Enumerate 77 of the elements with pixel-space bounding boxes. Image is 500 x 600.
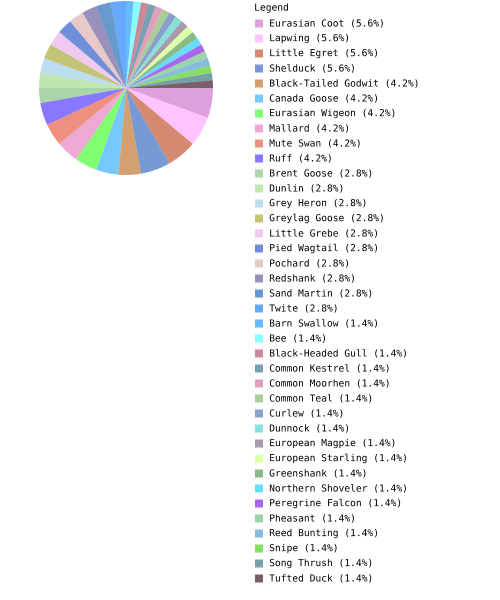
data-label: (5.6%) bbox=[352, 19, 383, 28]
data-label: (4.2%) bbox=[317, 124, 348, 133]
legend-label: Common Moorhen bbox=[270, 379, 350, 387]
legend-label: Little Grebe bbox=[270, 229, 338, 237]
legend-label: Black-Headed Gull bbox=[270, 349, 367, 357]
data-label: (4.2%) bbox=[346, 94, 378, 103]
data-label: (1.4%) bbox=[340, 574, 372, 583]
data-label: (5.6%) bbox=[346, 48, 378, 58]
legend-label: Little Egret bbox=[270, 48, 338, 58]
data-label: (2.8%) bbox=[340, 289, 372, 298]
legend-label: Song Thrush bbox=[270, 558, 332, 568]
data-label: (1.4%) bbox=[375, 484, 406, 493]
legend-label: Mallard bbox=[270, 124, 309, 132]
data-label: (1.4%) bbox=[334, 469, 366, 478]
data-label: (1.4%) bbox=[358, 364, 389, 373]
legend-label: Pochard bbox=[270, 259, 309, 267]
data-label: (4.2%) bbox=[364, 108, 394, 118]
legend-label: European Starling bbox=[270, 454, 367, 464]
data-label: (1.4%) bbox=[294, 334, 325, 343]
legend-label: Greylag Goose bbox=[270, 214, 344, 224]
legend-label: European Magpie bbox=[270, 438, 356, 448]
legend-label: Tufted Duck bbox=[269, 574, 333, 582]
data-label: (1.4%) bbox=[375, 454, 406, 462]
legend-label: Peregrine Falcon bbox=[270, 498, 361, 508]
legend-label: Pheasant bbox=[270, 514, 314, 522]
legend-label: Bee bbox=[270, 334, 286, 342]
data-label: (1.4%) bbox=[323, 514, 354, 523]
legend-label: Mute Swan bbox=[270, 139, 320, 147]
data-label: (2.8%) bbox=[306, 304, 337, 313]
legend-label: Brent Goose bbox=[270, 169, 332, 177]
legend-label: Canada Goose bbox=[270, 94, 338, 102]
data-label: (1.4%) bbox=[317, 424, 348, 433]
data-label: (5.6%) bbox=[317, 34, 348, 42]
data-label: (2.8%) bbox=[312, 184, 342, 193]
legend-label: Lapwing bbox=[270, 34, 309, 44]
data-label: (1.4%) bbox=[312, 409, 342, 418]
legend-label: Reed Bunting bbox=[270, 528, 338, 538]
legend-label: Greenshank bbox=[270, 469, 327, 477]
data-label: (2.8%) bbox=[352, 214, 383, 222]
data-label: (2.8%) bbox=[340, 169, 372, 178]
legend-title: Legend bbox=[255, 3, 288, 13]
legend-label: Redshank bbox=[270, 274, 316, 282]
data-label: (1.4%) bbox=[340, 394, 372, 403]
legend-label: Dunlin bbox=[270, 184, 304, 192]
data-label: (1.4%) bbox=[340, 558, 372, 568]
legend-label: Barn Swallow bbox=[270, 319, 339, 327]
legend-label: Shelduck bbox=[270, 64, 316, 72]
data-label: (5.6%) bbox=[323, 64, 354, 73]
data-label: (1.4%) bbox=[306, 544, 337, 552]
legend-label: Dunnock bbox=[270, 424, 310, 432]
data-label: (1.4%) bbox=[375, 349, 406, 358]
data-label: (1.4%) bbox=[346, 319, 378, 328]
legend-label: Pied Wagtail bbox=[270, 244, 338, 254]
legend-label: Black-Tailed Godwit bbox=[270, 79, 378, 87]
data-label: (4.2%) bbox=[300, 154, 331, 163]
data-label: (4.2%) bbox=[386, 79, 418, 88]
legend-label: Twite bbox=[269, 304, 298, 312]
legend-label: Eurasian Wigeon bbox=[270, 108, 356, 118]
legend-label: Eurasian Coot bbox=[270, 19, 344, 27]
legend-label: Common Teal bbox=[270, 394, 332, 402]
data-label: (2.8%) bbox=[346, 244, 378, 252]
data-label: (1.4%) bbox=[358, 379, 389, 388]
legend-label: Northern Shoveler bbox=[270, 484, 368, 492]
data-label: (2.8%) bbox=[334, 198, 366, 208]
legend-label: Ruff bbox=[270, 154, 292, 162]
legend-label: Curlew bbox=[270, 409, 304, 417]
legend-label: Grey Heron bbox=[270, 199, 326, 208]
data-label: (2.8%) bbox=[323, 274, 354, 283]
data-label: (1.4%) bbox=[346, 528, 378, 538]
data-label: (2.8%) bbox=[346, 229, 378, 238]
data-label: (1.4%) bbox=[364, 438, 394, 448]
legend-label: Sand Martin bbox=[270, 289, 332, 297]
data-label: (4.2%) bbox=[328, 139, 360, 148]
data-label: (1.4%) bbox=[369, 498, 400, 508]
legend-label: Common Kestrel bbox=[270, 364, 350, 372]
data-label: (2.8%) bbox=[317, 259, 348, 268]
legend-label: Snipe bbox=[270, 544, 298, 554]
